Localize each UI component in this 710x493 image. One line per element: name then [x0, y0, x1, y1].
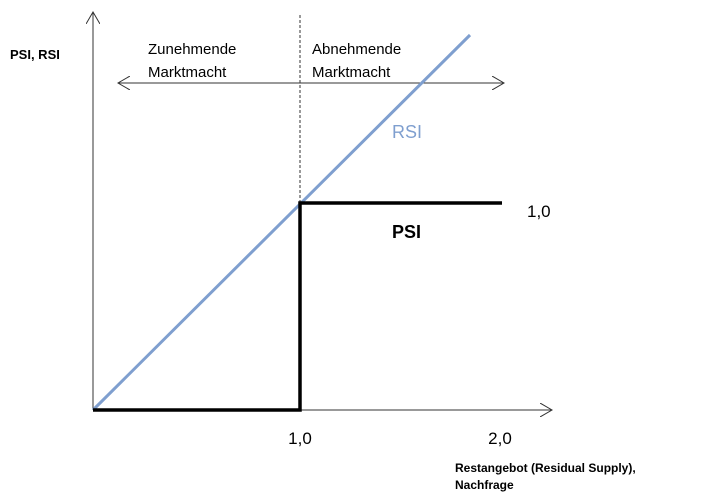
right-region-label: Abnehmende	[312, 41, 401, 58]
x-axis-label: Restangebot (Residual Supply),	[455, 461, 636, 475]
y-tick-label: 1,0	[527, 202, 551, 221]
psi-line	[93, 201, 502, 412]
x-tick-label: 1,0	[288, 429, 312, 448]
rsi-label: RSI	[392, 122, 422, 142]
right-region-label: Marktmacht	[312, 64, 391, 81]
x-axis-label: Nachfrage	[455, 478, 514, 492]
left-region-label: Zunehmende	[148, 41, 236, 58]
left-region-label: Marktmacht	[148, 64, 227, 81]
psi-label: PSI	[392, 222, 421, 242]
y-axis-label: PSI, RSI	[10, 47, 60, 62]
x-tick-label: 2,0	[488, 429, 512, 448]
rsi-line	[91, 33, 472, 412]
